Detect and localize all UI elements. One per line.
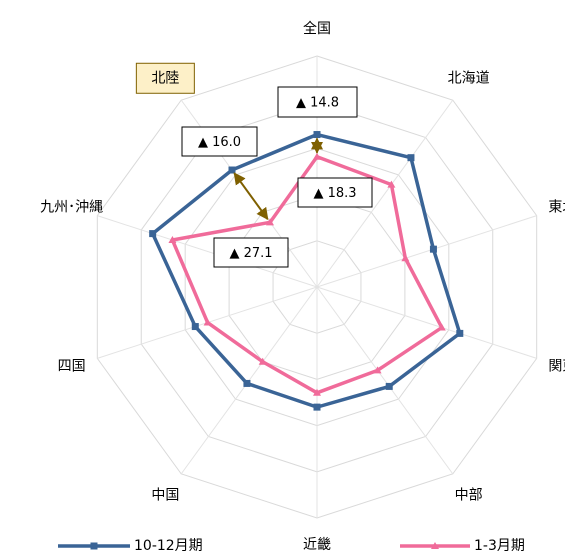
marker bbox=[407, 154, 415, 162]
marker bbox=[456, 329, 464, 337]
category-label: 全国 bbox=[303, 20, 331, 37]
spoke bbox=[316, 286, 537, 359]
annotation: ▲ 18.3 bbox=[313, 186, 356, 201]
change-arrow bbox=[233, 172, 269, 221]
marker bbox=[313, 131, 321, 139]
marker bbox=[313, 403, 321, 411]
category-label: 東北 bbox=[548, 199, 565, 215]
category-label: 北陸 bbox=[151, 70, 179, 86]
marker bbox=[313, 388, 321, 396]
category-label: 九州･沖縄 bbox=[40, 199, 103, 215]
category-label: 中国 bbox=[151, 488, 179, 504]
marker bbox=[373, 366, 382, 374]
category-label: 近畿 bbox=[303, 537, 331, 551]
spoke bbox=[316, 286, 454, 475]
annotation: ▲ 14.8 bbox=[296, 96, 339, 111]
legend-label: 1-3月期 bbox=[474, 538, 525, 551]
spoke bbox=[97, 215, 318, 288]
annotation-box bbox=[213, 237, 289, 268]
category-label: 四国 bbox=[58, 359, 86, 375]
marker bbox=[385, 382, 393, 390]
legend-marker bbox=[90, 542, 98, 550]
marker bbox=[203, 318, 212, 326]
marker bbox=[243, 379, 251, 387]
annotation: ▲ 27.1 bbox=[229, 246, 272, 261]
legend-label: 10-12月期 bbox=[134, 538, 203, 551]
marker bbox=[266, 218, 275, 226]
marker bbox=[387, 180, 396, 188]
marker bbox=[313, 152, 321, 160]
marker bbox=[429, 245, 437, 253]
marker bbox=[191, 323, 199, 331]
marker bbox=[258, 357, 267, 365]
spoke bbox=[316, 215, 537, 288]
marker bbox=[401, 254, 410, 262]
category-label: 北海道 bbox=[448, 70, 490, 86]
category-label: 中部 bbox=[455, 488, 483, 504]
legend-marker bbox=[431, 542, 439, 549]
annotation-box bbox=[277, 86, 358, 118]
annotation: ▲ 16.0 bbox=[198, 135, 241, 150]
marker bbox=[168, 236, 177, 244]
marker bbox=[437, 323, 446, 331]
marker bbox=[228, 166, 236, 174]
highlight-box bbox=[135, 62, 195, 94]
category-label: 関東 bbox=[548, 359, 565, 375]
annotation-box bbox=[297, 177, 373, 208]
annotation-box bbox=[181, 126, 258, 157]
marker bbox=[149, 230, 157, 238]
spoke bbox=[316, 99, 454, 288]
